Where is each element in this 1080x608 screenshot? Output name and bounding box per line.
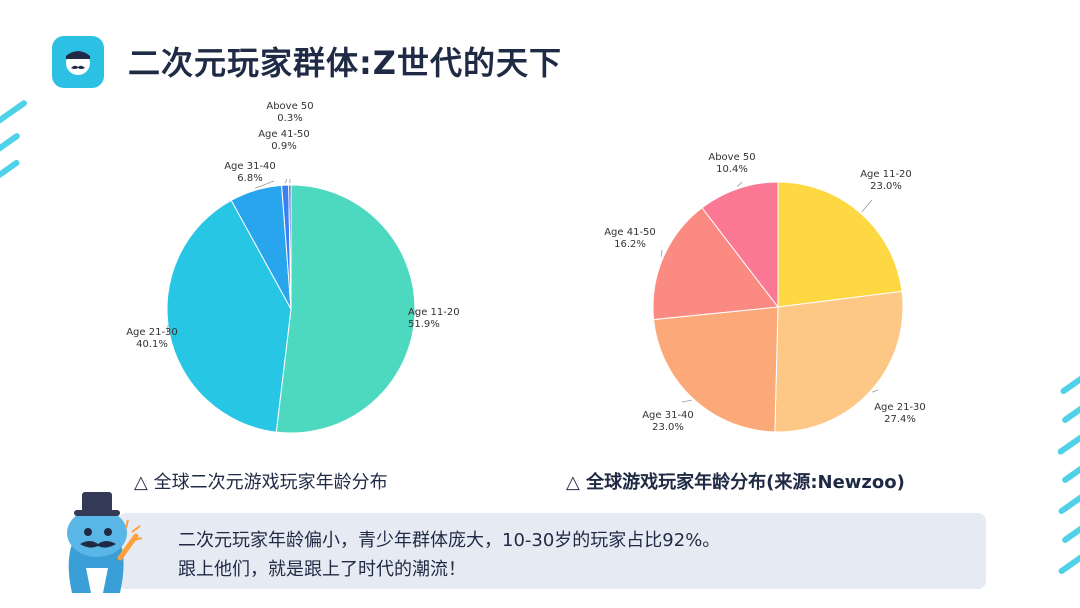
pie-category-label: Age 11-20 <box>860 169 912 180</box>
pie-category-label: Above 50 <box>708 152 755 163</box>
mascot-character-icon <box>52 488 143 608</box>
pie-value-label: 51.9% <box>408 319 440 330</box>
pie-slice-above-50 <box>701 181 779 309</box>
pie-category-label: Age 41-50 <box>604 227 656 238</box>
summary-note-line-1: 二次元玩家年龄偏小，青少年群体庞大，10-30岁的玩家占比92%。 <box>178 530 721 551</box>
pie-category-label: Age 11-20 <box>408 307 460 318</box>
pie-category-label: Age 31-40 <box>642 410 694 421</box>
pie-leader-line <box>166 324 169 334</box>
pie-slice-age-21-30 <box>774 290 904 433</box>
pie-category-label: Age 31-40 <box>224 161 276 172</box>
pie-value-label: 10.4% <box>716 164 748 175</box>
pie-value-label: 6.8% <box>237 173 262 184</box>
pie-category-label: Age 41-50 <box>258 129 310 140</box>
pie-leader-line <box>284 178 288 184</box>
mascot-logo-icon <box>52 36 104 88</box>
pie-category-label: Above 50 <box>266 101 313 112</box>
pie-leader-line <box>254 180 275 189</box>
right-chart-caption: △ 全球游戏玩家年龄分布(来源:Newzoo) <box>566 472 905 493</box>
left-chart-caption: △ 全球二次元游戏玩家年龄分布 <box>134 472 388 493</box>
pie-category-label: Age 21-30 <box>874 402 926 413</box>
pie-value-label: 40.1% <box>136 339 168 350</box>
pie-category-label: Age 21-30 <box>126 327 178 338</box>
pie-value-label: 23.0% <box>870 181 902 192</box>
summary-note-line-2: 跟上他们，就是跟上了时代的潮流！ <box>178 559 466 580</box>
pie-slice-age-31-40 <box>653 306 779 433</box>
pie-slice-age-11-20 <box>777 181 903 308</box>
pie-leader-line <box>736 181 743 188</box>
pie-leader-line <box>861 199 873 212</box>
page-title: 二次元玩家群体:Z世代的天下 <box>128 44 563 82</box>
pie-slice-age-21-30 <box>166 199 292 433</box>
pie-value-label: 23.0% <box>652 422 684 433</box>
pie-value-label: 0.9% <box>271 141 296 152</box>
pie-value-label: 0.3% <box>277 113 302 124</box>
pie-slice-age-41-50 <box>652 207 779 321</box>
pie-value-label: 27.4% <box>884 414 916 425</box>
pie-slice-above-50 <box>288 184 292 310</box>
summary-note-box <box>118 513 986 589</box>
pie-slice-age-11-20 <box>275 184 416 434</box>
pie-leader-line <box>872 389 879 393</box>
pie-leader-line <box>681 399 692 403</box>
pie-leader-line <box>661 249 663 257</box>
pie-value-label: 16.2% <box>614 239 646 250</box>
pie-leader-line <box>414 309 418 317</box>
